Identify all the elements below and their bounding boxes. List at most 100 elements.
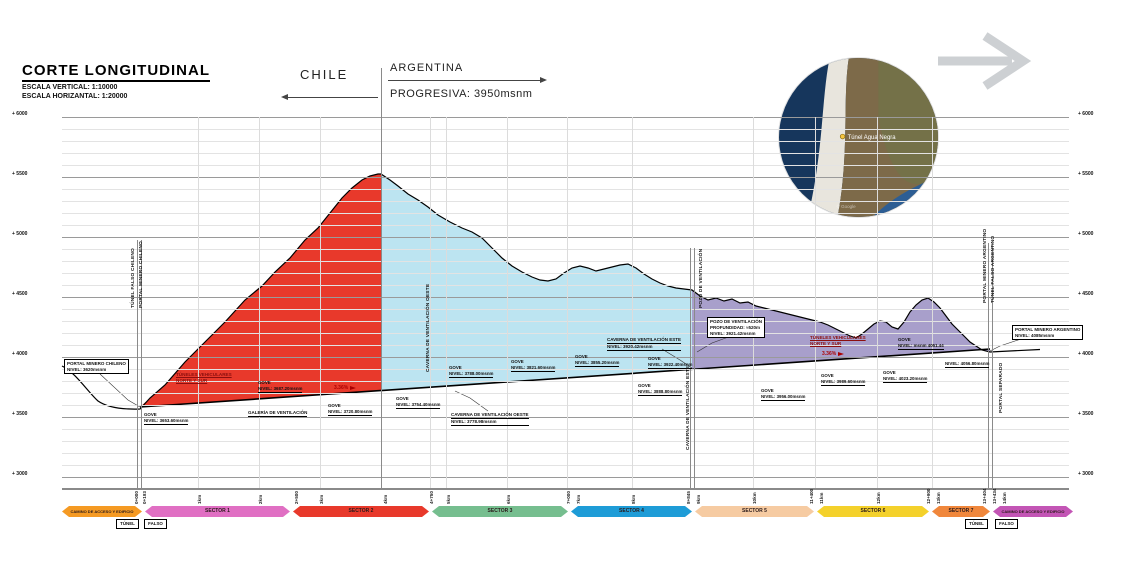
vertical-structure-label: CAVERNA DE VENTILACIÓN ESTE — [686, 365, 691, 450]
chainage-tick-label: 4+750 — [429, 491, 434, 504]
sector-bar: SECTOR 2 — [293, 506, 429, 517]
gridline-horizontal — [62, 465, 1069, 466]
gridline-vertical — [632, 117, 633, 488]
gove-nivel: NIVEL: msnm 4051.44 — [898, 342, 944, 348]
gridline-horizontal — [62, 177, 1069, 178]
gove-level-label: GOVE NIVEL: 3989.60msnm — [821, 373, 866, 386]
callout-line: POZO DE VENTILACIÓN — [710, 318, 763, 324]
gridline-horizontal — [62, 237, 1069, 238]
gove-nivel: NIVEL: 3821.60msnm — [511, 364, 556, 370]
gridline-horizontal — [62, 357, 1069, 358]
gove-nivel: NIVEL: 3687.20msnm — [258, 385, 303, 391]
gove-title: GOVE — [883, 370, 896, 375]
gridline-horizontal — [62, 201, 1069, 202]
gove-title: GOVE — [511, 359, 524, 364]
gridline-horizontal — [62, 333, 1069, 334]
elevation-label-right: + 5500 — [1078, 171, 1094, 177]
vertical-structure-label: TÚNEL FALSO ARGENTINO — [991, 235, 996, 303]
gridline-horizontal — [62, 213, 1069, 214]
chile-arrow-icon — [281, 94, 288, 100]
callout-line: NIVEL: 3620msnm — [67, 366, 107, 372]
gridline-horizontal — [62, 153, 1069, 154]
tunnel-location-pin — [839, 133, 846, 140]
tuneles-vehiculares-label: TÚNELES VEHICULARES NORTE Y SUR — [810, 335, 866, 347]
tunnel-alignment-line — [139, 348, 991, 408]
elevation-label-right: + 4000 — [1078, 351, 1094, 357]
gove-level-label: GOVE NIVEL: 3720.80msnm — [328, 403, 373, 416]
gove-title: GOVE — [396, 396, 409, 401]
gridline-horizontal — [62, 393, 1069, 394]
gridline-horizontal — [62, 309, 1069, 310]
gridline-vertical — [567, 117, 568, 488]
sector-bar: SECTOR 3 — [432, 506, 568, 517]
gove-title: GOVE — [575, 354, 588, 359]
elevation-label-left: + 5000 — [12, 231, 28, 237]
callout-portal-minero-argentino: PORTAL MINERO ARGENTINO NIVEL: 4085msnm — [1012, 325, 1084, 341]
gove-nivel: NIVEL: 3956.00msnm — [761, 393, 806, 399]
gridline-vertical — [320, 117, 321, 488]
gridline-vertical — [815, 117, 816, 488]
gove-title: GOVE — [638, 383, 651, 388]
zone-chile-red — [140, 174, 381, 407]
elevation-label-right: + 3000 — [1078, 471, 1094, 477]
gove-title: GOVE — [258, 380, 271, 385]
tunnel-falso-tag: TÚNEL — [965, 519, 988, 529]
gridline-vertical — [877, 117, 878, 488]
gridline-vertical — [988, 243, 989, 488]
gridline-horizontal — [62, 321, 1069, 322]
gove-nivel: NIVEL: 3653.60msnm — [144, 417, 189, 423]
gridline-horizontal — [62, 141, 1069, 142]
country-label-argentina: ARGENTINA — [390, 62, 464, 74]
gove-level-label: GOVE NIVEL: 3855.20msnm — [575, 354, 620, 367]
sector-bar: SECTOR 1 — [145, 506, 290, 517]
gridline-vertical — [430, 117, 431, 488]
gove-level-label: GOVE NIVEL: 3653.60msnm — [144, 412, 189, 425]
chainage-tick-label: 9km — [696, 494, 701, 504]
gridline-vertical — [141, 240, 142, 488]
gridline-horizontal — [62, 117, 1069, 118]
gove-level-label: GOVE NIVEL: 3922.40msnm — [648, 356, 693, 369]
sector-bar: SECTOR 7 — [932, 506, 990, 517]
elevation-label-left: + 3000 — [12, 471, 28, 477]
tunnel-falso-tag: FALSO — [995, 519, 1018, 529]
chainage-tick-label: 13+434 — [992, 488, 997, 504]
chainage-tick-label: 5km — [446, 494, 451, 504]
elevation-label-left: + 4500 — [12, 291, 28, 297]
callout-line: NIVEL: 4085msnm — [1015, 332, 1055, 338]
elevation-label-right: + 5000 — [1078, 231, 1094, 237]
gove-nivel: NIVEL: 3754.40msnm — [396, 401, 441, 407]
callout-caverna-oeste: CAVERNA DE VENTILACIÓN OESTE NIVEL: 3778.… — [451, 412, 529, 427]
sector-bar: CAMINO DE ACCESO Y EDIFICIO — [62, 506, 142, 517]
gridline-vertical — [259, 117, 260, 488]
sector-bar: CAMINO DE ACCESO Y EDIFICIO — [993, 506, 1073, 517]
callout-line: GALERÍA DE VENTILACIÓN — [248, 410, 308, 418]
scale-vertical-label: ESCALA VERTICAL: 1:10000 — [22, 84, 118, 91]
gove-level-label: GOVE NIVEL: 3821.60msnm — [511, 359, 556, 372]
vertical-structure-label: POZO DE VENTILACIÓN — [699, 248, 704, 308]
callout-line: PROFUNDIDAD: ≈520m — [710, 324, 760, 330]
callout-line: NIVEL: 3778.98msnm — [451, 419, 529, 427]
gove-title: GOVE — [761, 388, 774, 393]
map-attribution: © Google — [837, 203, 856, 209]
gove-level-label: GOVE NIVEL: 3754.40msnm — [396, 396, 441, 409]
gove-nivel: NIVEL: 4023.20msnm — [883, 375, 928, 381]
gove-nivel: NIVEL: 3720.80msnm — [328, 408, 373, 414]
country-label-chile: CHILE — [300, 67, 349, 82]
gridline-horizontal — [62, 165, 1069, 166]
pin-label: Túnel Agua Negra — [848, 135, 897, 141]
gridline-horizontal — [62, 273, 1069, 274]
callout-pozo-de-ventilacion: POZO DE VENTILACIÓN PROFUNDIDAD: ≈520m NIV… — [707, 317, 766, 339]
gridline-horizontal — [62, 405, 1069, 406]
argentina-direction-line — [388, 80, 540, 81]
gridline-horizontal — [62, 345, 1069, 346]
gove-level-label: GOVE NIVEL: msnm 4051.44 — [898, 337, 944, 350]
gove-title: GOVE — [449, 365, 462, 370]
elevation-label-left: + 3500 — [12, 411, 28, 417]
chainage-tick-label: 2+500 — [294, 491, 299, 504]
gridline-vertical — [198, 117, 199, 488]
gove-title: GOVE — [898, 337, 911, 342]
zone-argentina-blue — [381, 174, 692, 391]
callout-line: PORTAL MINERO CHILENO — [67, 360, 126, 366]
gridline-vertical — [753, 117, 754, 488]
